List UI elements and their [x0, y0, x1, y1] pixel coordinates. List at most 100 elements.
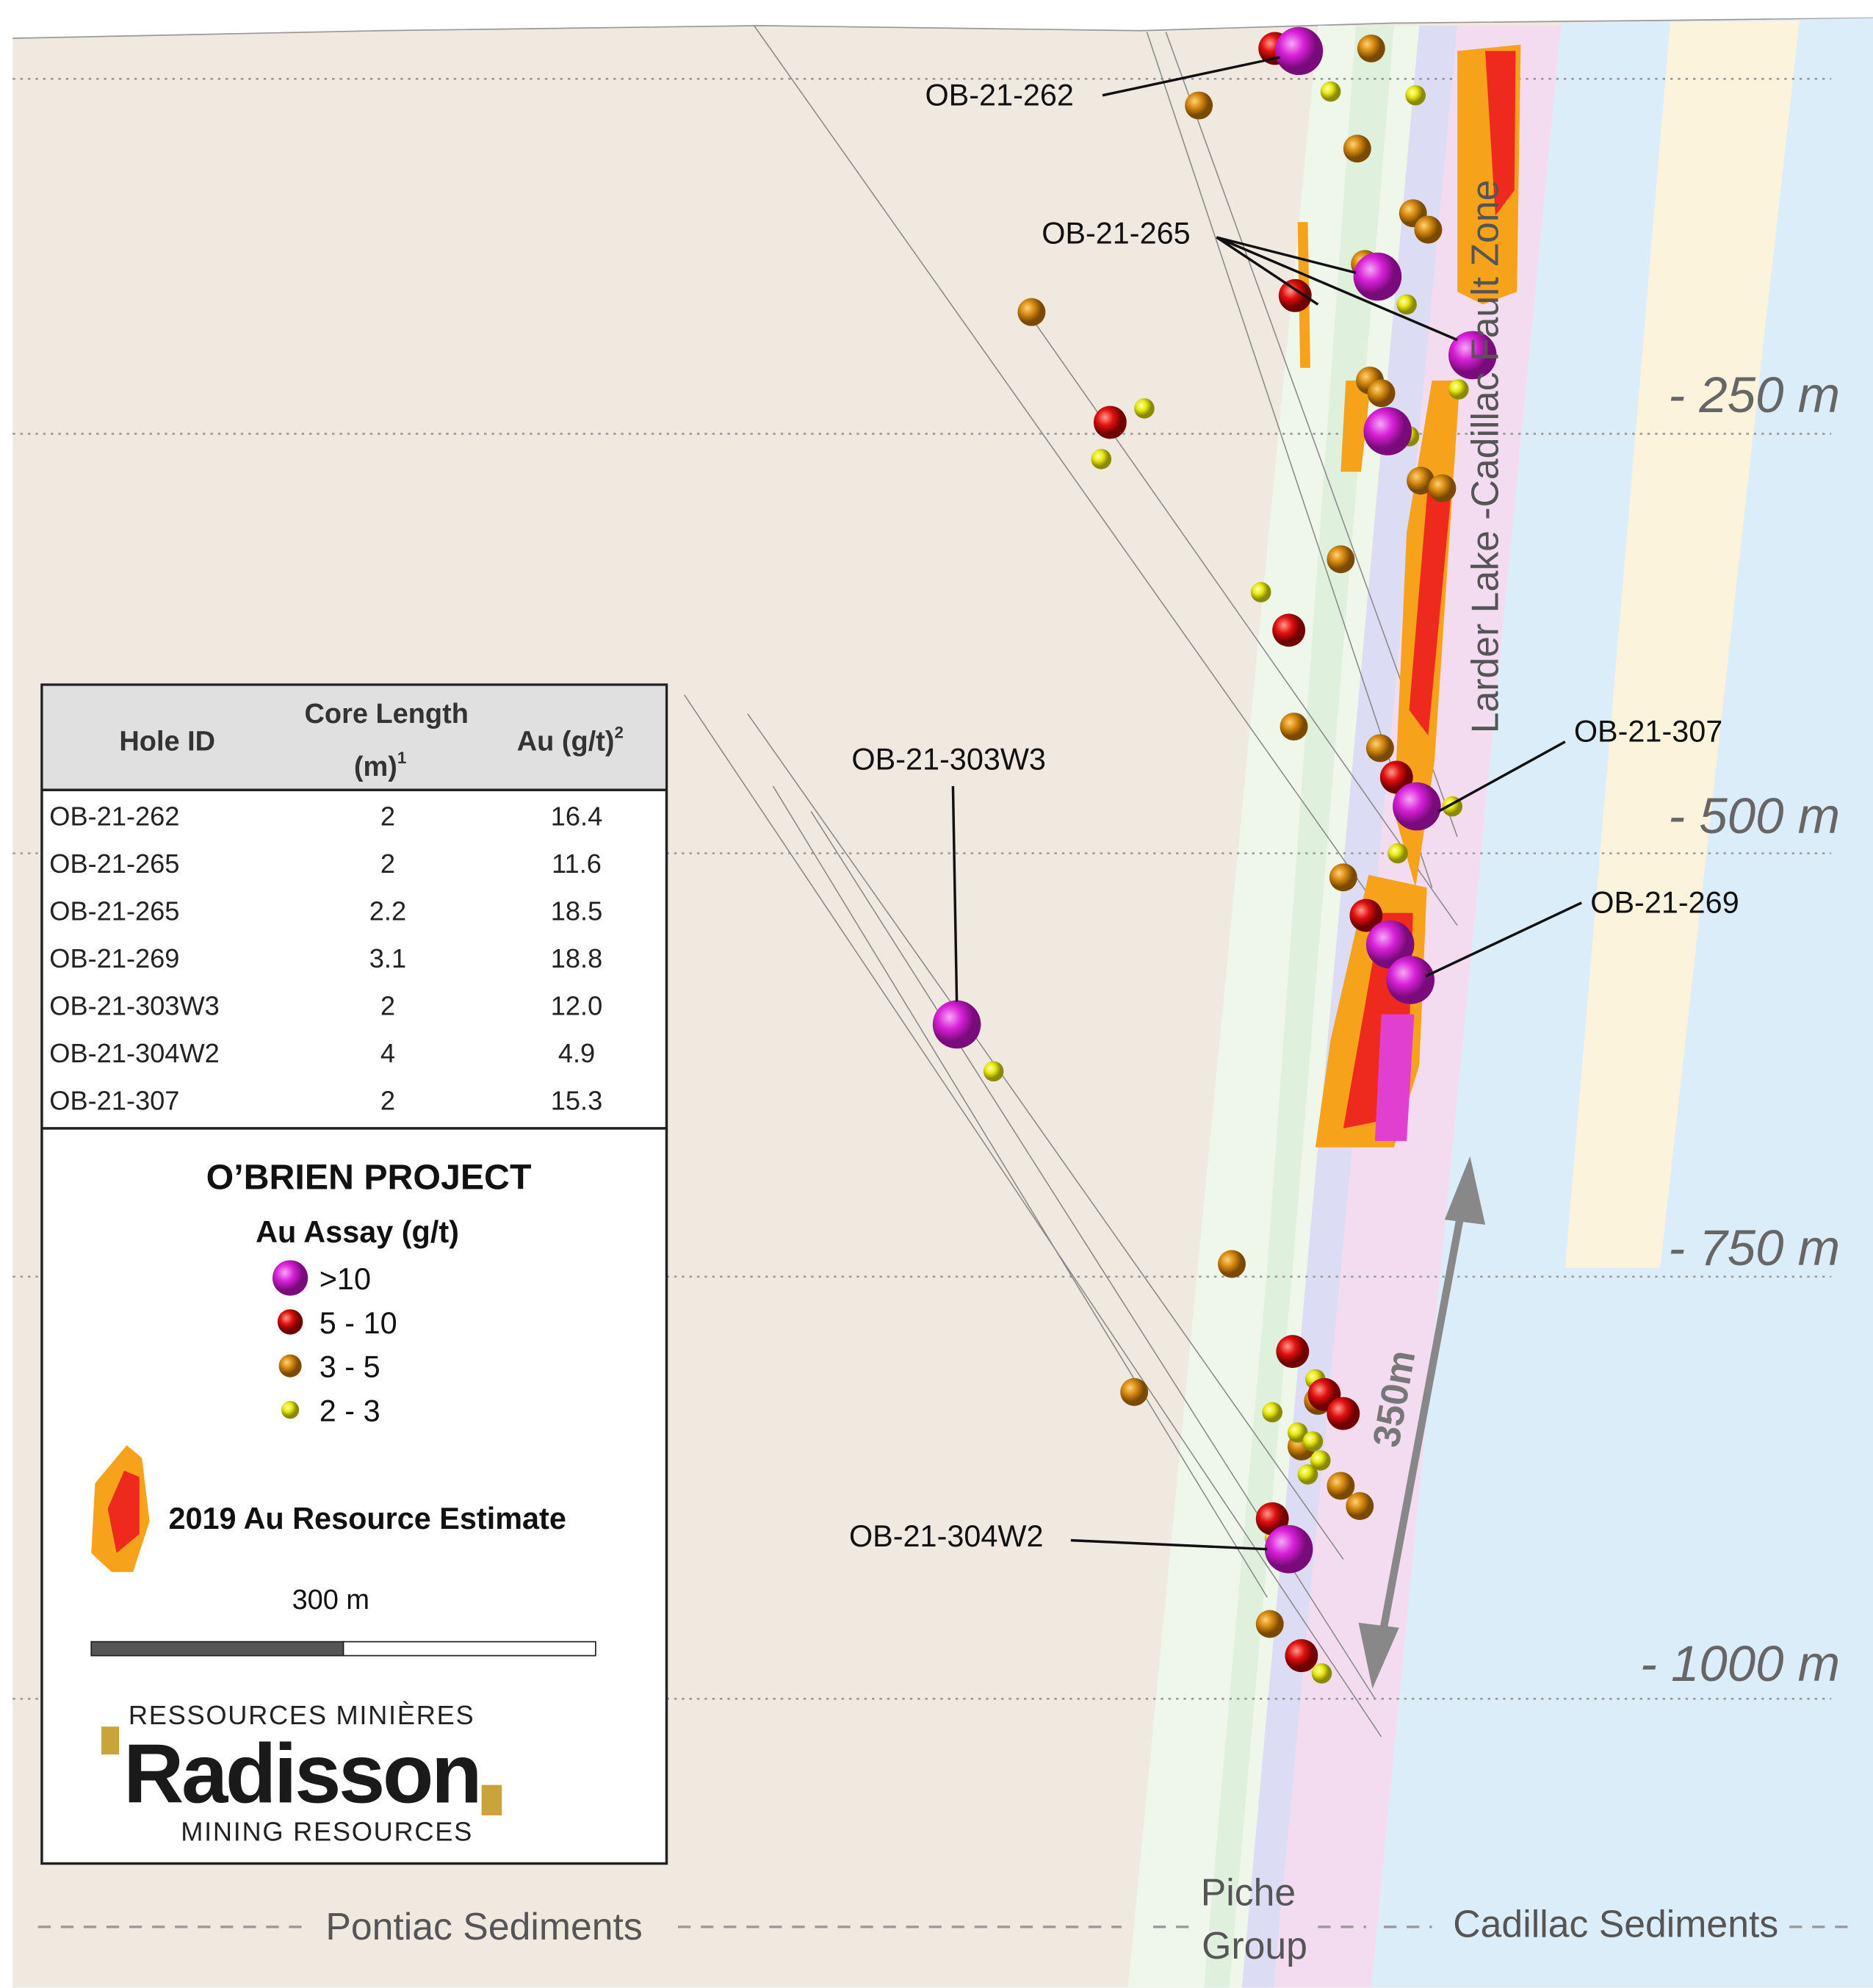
table-rows: OB-21-262 2 16.4 OB-21-265 2 11.6 OB-21-265 2.2… [49, 802, 602, 1116]
assay-ball [1185, 91, 1213, 120]
legend-label: >10 [320, 1262, 371, 1296]
table-cell: OB-21-269 [49, 943, 179, 973]
logo-accent [101, 1726, 120, 1755]
scale-label: 300 m [292, 1585, 369, 1616]
table-cell: 15.3 [551, 1086, 603, 1116]
logo-accent [481, 1784, 502, 1815]
assay-ball [1310, 1450, 1331, 1471]
unit-label: Cadillac Sediments [1453, 1903, 1778, 1945]
hole-label: OB-21-307 [1574, 715, 1722, 749]
logo-top: RESSOURCES MINIÈRES [129, 1700, 475, 1730]
table-cell: 18.5 [551, 896, 603, 926]
depth-label: - 750 m [1668, 1220, 1840, 1276]
assay-ball [1274, 26, 1324, 76]
table-header: Core Length [305, 699, 469, 730]
assay-ball [1302, 1431, 1324, 1452]
assay-ball [1287, 1422, 1308, 1443]
table-cell: 2.2 [369, 896, 406, 926]
drill-hole [772, 785, 1268, 1598]
leader-line [1425, 901, 1582, 978]
hole-label: OB-21-269 [1590, 886, 1739, 920]
assay-ball [1329, 863, 1357, 892]
leader-line [1216, 236, 1458, 342]
legend-swatch [281, 1400, 300, 1419]
unit-label: Pontiac Sediments [325, 1905, 642, 1948]
legend-items: >10 5 - 10 3 - 5 2 - 3 [272, 1260, 397, 1428]
table-cell: OB-21-304W2 [49, 1038, 220, 1068]
assay-ball [1280, 712, 1308, 741]
assay-ball [1311, 1663, 1332, 1684]
table-cell: OB-21-303W3 [49, 991, 220, 1021]
arrow-head [1358, 1622, 1399, 1689]
drill-hole [747, 713, 1344, 1560]
table-cell: 11.6 [552, 849, 602, 879]
table-header: Hole ID [119, 727, 215, 757]
depth-label: - 500 m [1668, 788, 1840, 844]
resource-icon [91, 1445, 150, 1572]
leader-line [1216, 236, 1319, 306]
surface-line [12, 17, 1873, 39]
assay-ball [932, 1000, 981, 1049]
green-band [1204, 25, 1394, 1988]
legend-swatch [277, 1309, 303, 1335]
assay-ball [1386, 956, 1435, 1004]
legend-frame [40, 683, 668, 1865]
logo-name: Radisson [123, 1728, 480, 1821]
assay-ball [1379, 760, 1413, 794]
table-cell: 18.8 [551, 943, 603, 973]
icon-part [107, 1470, 140, 1553]
legend-label: 5 - 10 [320, 1306, 397, 1340]
leader-line [1102, 56, 1280, 97]
hole-label: OB-21-304W2 [849, 1519, 1044, 1553]
leader-line [1070, 1538, 1268, 1551]
header-text: Au (g/t) [517, 727, 615, 757]
assay-ball [1363, 407, 1412, 455]
table-cell: 16.4 [551, 802, 603, 832]
assay-ball [1365, 734, 1394, 763]
assay-balls [932, 26, 1497, 1684]
resource-block [1485, 51, 1516, 216]
assay-ball [1414, 215, 1443, 244]
hole-label: OB-21-262 [925, 79, 1073, 112]
table-cell: 4 [380, 1038, 395, 1068]
leader-line [951, 786, 959, 1002]
assay-ball [1017, 298, 1046, 326]
assay-ball [1255, 1610, 1284, 1638]
cream-band [1565, 20, 1800, 1268]
distance-arrow [1358, 1156, 1486, 1689]
assay-ball [1407, 467, 1435, 495]
header-note: 1 [397, 749, 406, 767]
leader-lines [951, 56, 1582, 1551]
assay-ball [1272, 613, 1306, 647]
assay-ball [1396, 294, 1417, 315]
assay-ball [1353, 252, 1402, 301]
depth-label: - 250 m [1668, 367, 1840, 423]
assay-ball [1285, 1639, 1318, 1673]
table-cell: 3.1 [369, 943, 406, 973]
legend-swatch [278, 1354, 302, 1377]
assay-ball [1218, 1250, 1246, 1278]
assay-ball [1327, 545, 1355, 574]
assay-ball [1346, 1492, 1374, 1521]
legend-label: 2 - 3 [320, 1394, 380, 1428]
depth-label: - 1000 m [1640, 1635, 1840, 1692]
legend-subtitle: Au Assay (g/t) [256, 1215, 459, 1249]
assay-ball [1357, 34, 1385, 62]
hole-label: OB-21-265 [1042, 217, 1190, 251]
assay-ball [1349, 898, 1383, 932]
depth-grid [12, 78, 1832, 1700]
hole-label: OB-21-303W3 [851, 743, 1046, 777]
drill-hole [753, 25, 1382, 914]
leader-line [1216, 236, 1357, 274]
table-cell: 2 [380, 849, 395, 879]
assay-ball [1327, 1397, 1360, 1430]
assay-ball [1343, 134, 1371, 163]
fault-label: Larder Lake -Cadillac Fault Zone [1463, 180, 1506, 734]
assay-ball [1320, 81, 1341, 102]
table-cell: OB-21-265 [49, 896, 179, 926]
header-note: 2 [615, 723, 624, 741]
unit-label: Group [1202, 1924, 1307, 1967]
table-header-bg [43, 685, 665, 790]
assay-ball [1428, 474, 1457, 503]
